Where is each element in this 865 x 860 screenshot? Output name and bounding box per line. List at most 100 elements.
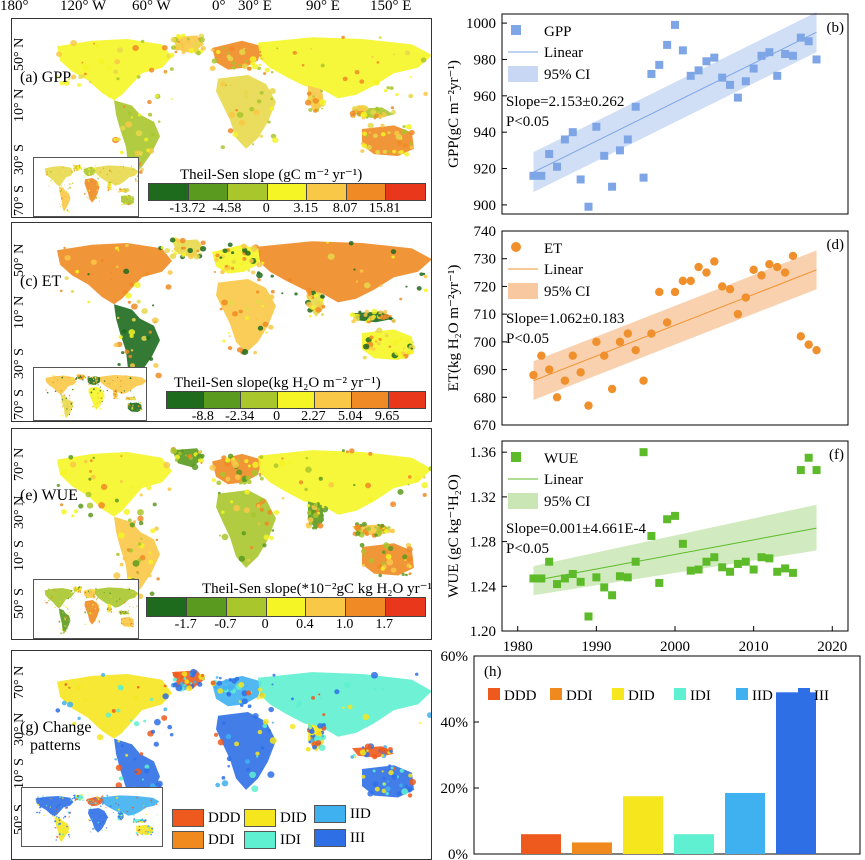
- legend-label: DID: [628, 688, 655, 704]
- land-texture: [409, 142, 413, 146]
- land-texture: [114, 498, 119, 503]
- land-texture: [318, 489, 321, 492]
- land-texture: [312, 512, 319, 519]
- land-texture: [129, 522, 136, 528]
- land-texture: [83, 698, 87, 701]
- land-texture: [150, 831, 152, 833]
- land-texture: [88, 379, 90, 381]
- land-texture: [91, 812, 94, 815]
- land-texture: [271, 683, 274, 686]
- land-texture: [183, 677, 187, 680]
- land-texture: [54, 377, 55, 379]
- inset-map-graphic: [44, 586, 138, 635]
- land-texture: [125, 398, 128, 401]
- land-texture: [81, 379, 83, 380]
- bar: [521, 834, 561, 854]
- land-texture: [211, 58, 218, 64]
- land-texture: [89, 612, 92, 615]
- data-point: [773, 567, 782, 576]
- land-texture: [129, 625, 130, 626]
- land-texture: [124, 349, 130, 355]
- land-texture: [90, 383, 93, 386]
- land-texture: [156, 814, 158, 815]
- color-bar-tick-label: -2.34: [225, 409, 255, 422]
- land-texture: [40, 809, 41, 811]
- land-texture: [352, 753, 356, 757]
- land-texture: [375, 149, 381, 155]
- land-texture: [118, 776, 124, 781]
- ci-band: [533, 504, 817, 596]
- land-texture: [90, 474, 96, 480]
- world-map-wue: [56, 446, 431, 600]
- data-point: [678, 46, 687, 55]
- land-texture: [78, 588, 81, 591]
- data-point: [741, 293, 750, 302]
- land-texture: [52, 815, 55, 817]
- land-texture: [139, 409, 142, 411]
- land-texture: [85, 597, 87, 599]
- land-texture: [372, 769, 376, 773]
- x-tick-label: 1980: [503, 639, 533, 655]
- land-texture: [361, 548, 367, 554]
- land-texture: [320, 294, 325, 299]
- land-texture: [149, 591, 155, 597]
- land-texture: [135, 130, 143, 137]
- land-texture: [308, 521, 313, 526]
- land-area: [84, 178, 100, 203]
- y-tick-label: 730: [474, 252, 497, 268]
- data-point: [804, 453, 813, 462]
- land-texture: [55, 75, 59, 79]
- plot-frame: [473, 655, 861, 855]
- land-texture: [376, 341, 381, 346]
- land-texture: [74, 167, 76, 169]
- land-texture: [132, 622, 134, 624]
- land-texture: [86, 196, 88, 199]
- y-axis-label: WUE (gC kg⁻¹H₂O): [446, 474, 462, 597]
- land-texture: [423, 476, 426, 479]
- land-texture: [73, 164, 75, 167]
- data-point: [537, 171, 546, 180]
- land-texture: [91, 818, 93, 820]
- legend-label: DDI: [566, 688, 593, 704]
- land-texture: [92, 597, 94, 599]
- land-texture: [408, 572, 412, 576]
- color-bar-segment: [386, 598, 426, 616]
- land-texture: [68, 611, 70, 613]
- land-texture: [292, 50, 297, 55]
- land-texture: [227, 242, 233, 248]
- land-texture: [399, 297, 403, 301]
- land-texture: [89, 469, 93, 473]
- land-texture: [318, 95, 323, 99]
- land-texture: [110, 186, 112, 188]
- land-texture: [382, 782, 385, 786]
- land-texture: [69, 799, 72, 801]
- color-bar-tick-label: 0: [261, 617, 269, 632]
- land-texture: [56, 812, 58, 814]
- land-texture: [98, 797, 100, 798]
- land-texture: [94, 164, 96, 167]
- land-texture: [70, 289, 75, 293]
- land-texture: [126, 194, 129, 197]
- land-area: [258, 450, 431, 515]
- land-texture: [263, 534, 270, 540]
- land-texture: [69, 611, 71, 613]
- data-point: [552, 393, 562, 402]
- land-texture: [117, 376, 119, 378]
- land-texture: [56, 835, 59, 838]
- land-texture: [61, 197, 63, 200]
- land-texture: [279, 460, 286, 467]
- land-texture: [378, 310, 383, 315]
- land-texture: [119, 189, 121, 192]
- land-texture: [150, 729, 156, 734]
- land-texture: [109, 383, 111, 385]
- land-texture: [99, 182, 101, 184]
- land-texture: [127, 203, 130, 206]
- land-texture: [414, 476, 420, 482]
- data-point: [537, 351, 546, 360]
- land-texture: [174, 50, 178, 54]
- land-texture: [133, 408, 135, 410]
- land-texture: [222, 685, 228, 691]
- land-texture: [374, 113, 379, 118]
- land-texture: [82, 799, 84, 801]
- land-texture: [68, 686, 71, 689]
